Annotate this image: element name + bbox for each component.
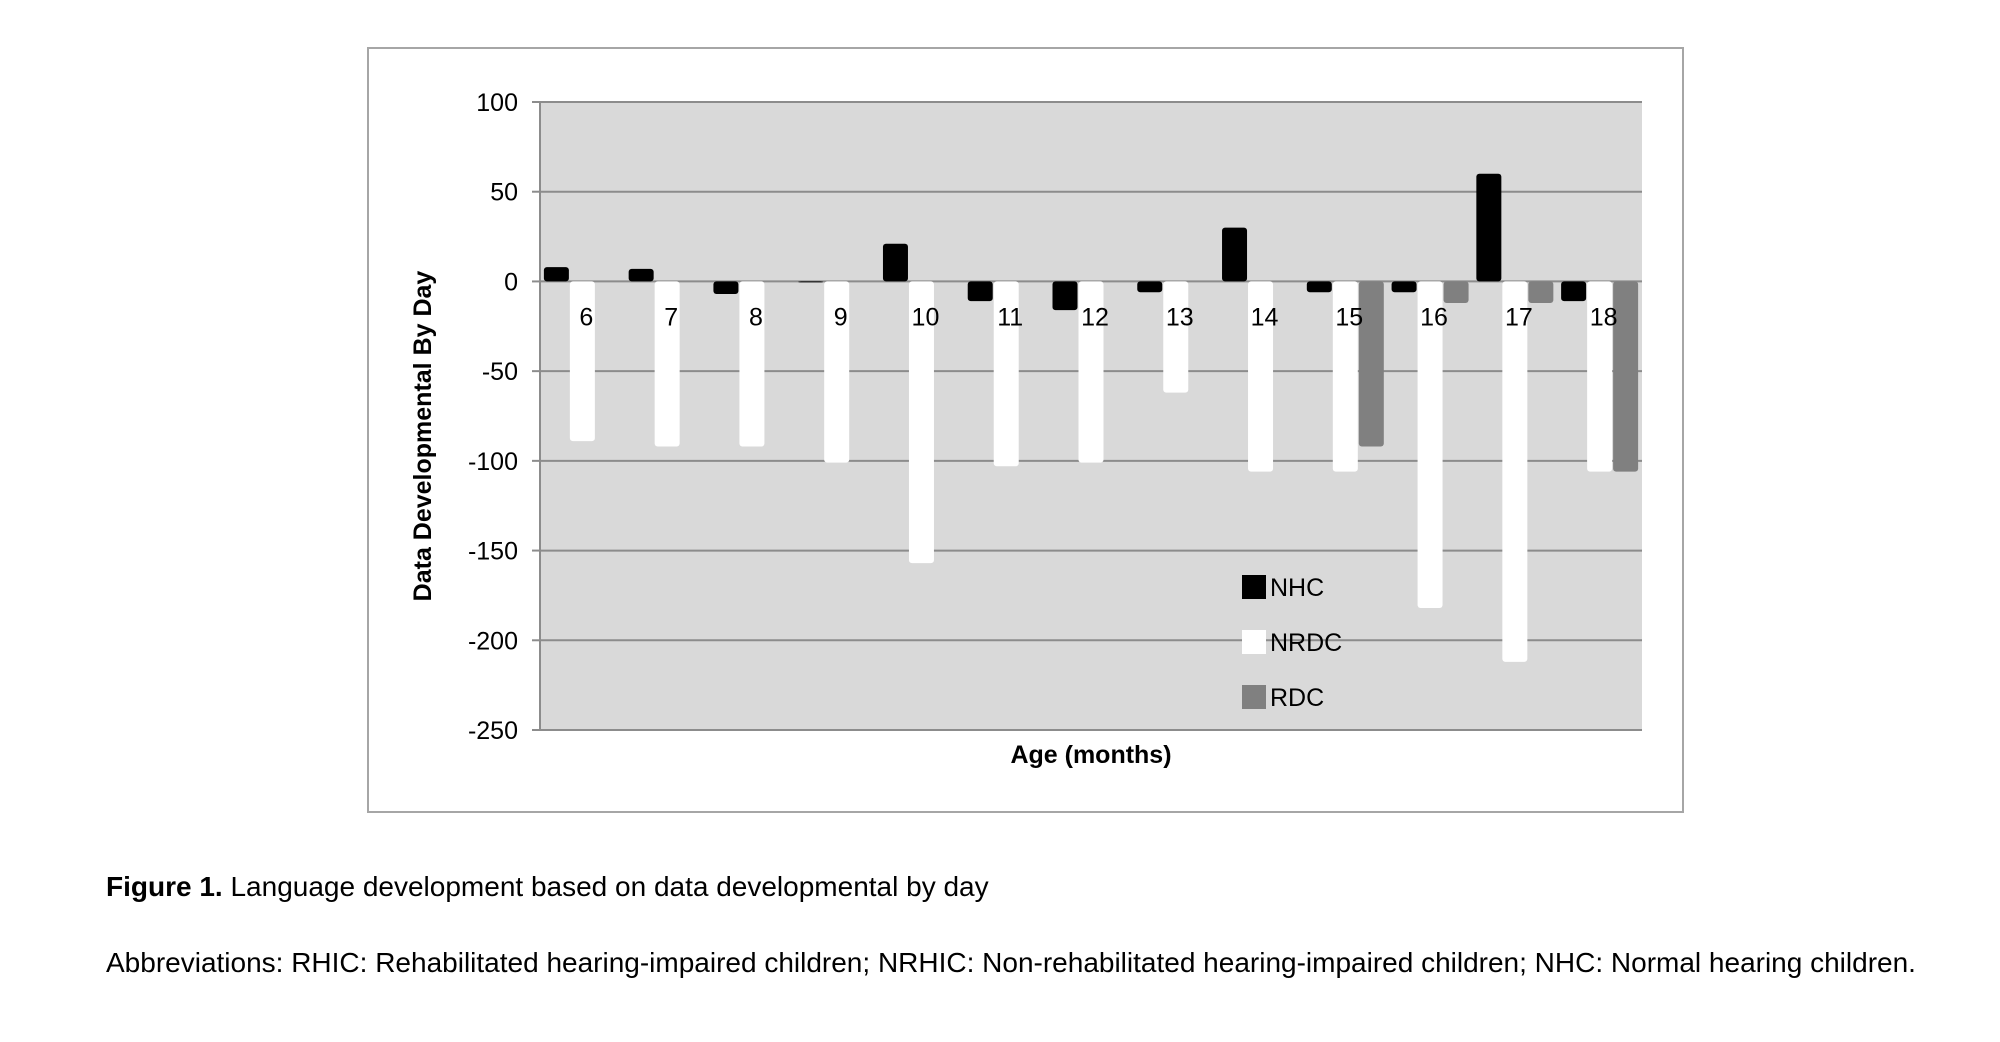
bar-nrdc-13 [1163,281,1189,393]
figure-caption-lead: Figure 1. [106,871,223,902]
y-tick-label: -250 [468,717,518,745]
bar-nhc-17 [1476,173,1502,282]
x-tick-label: 11 [997,303,1023,331]
bar-chart: 100 50 0 -50 -100 -150 -200 -250 6 7 8 9 10 11 12 13 14… [409,89,1642,769]
y-tick-labels: 100 50 0 -50 -100 -150 -200 -250 [468,89,518,745]
x-tick-label: 13 [1166,303,1194,331]
y-tick-label: -100 [468,448,518,476]
x-tick-label: 12 [1081,303,1109,331]
legend-label-rdc: RDC [1270,684,1324,712]
x-tick-labels: 6 7 8 9 10 11 12 13 14 15 16 17 18 [579,303,1617,331]
chart-frame: 100 50 0 -50 -100 -150 -200 -250 6 7 8 9 10 11 12 13 14… [367,47,1684,813]
bar-nrdc-12 [1078,281,1104,463]
x-tick-label: 10 [912,303,940,331]
x-tick-label: 9 [834,303,848,331]
bar-nhc-8 [713,281,739,294]
x-tick-label: 14 [1251,303,1279,331]
x-tick-label: 7 [664,303,678,331]
bar-nrdc-17 [1502,281,1528,662]
y-tick-label: -50 [482,358,518,386]
x-tick-label: 6 [579,303,593,331]
bar-rdc-16 [1443,281,1469,303]
bar-nrdc-8 [739,281,765,447]
bar-nrdc-10 [908,281,934,564]
y-axis-title: Data Developmental By Day [409,271,437,602]
legend-swatch-nrdc [1242,630,1266,654]
y-tick-label: -200 [468,627,518,655]
bar-nhc-16 [1391,281,1417,293]
figure-caption: Figure 1. Language development based on … [106,868,989,906]
bar-nhc-15 [1306,281,1332,293]
bar-nhc-11 [967,281,993,302]
bar-nhc-9 [798,281,824,283]
bar-rdc-15 [1358,281,1384,447]
abbreviations-note: Abbreviations: RHIC: Rehabilitated heari… [106,947,1916,978]
bar-nhc-10 [882,243,908,282]
legend-label-nrdc: NRDC [1270,629,1342,657]
x-tick-label: 18 [1590,303,1618,331]
x-tick-label: 17 [1505,303,1533,331]
y-tick-label: 100 [476,89,518,117]
x-axis-title: Age (months) [1010,741,1171,769]
bar-nrdc-9 [824,281,850,463]
legend-label-nhc: NHC [1270,574,1324,602]
bar-nrdc-11 [993,281,1019,467]
bar-nrdc-15 [1332,281,1358,472]
bar-nhc-7 [628,268,654,282]
x-tick-label: 16 [1420,303,1448,331]
x-tick-label: 8 [749,303,763,331]
bar-nhc-12 [1052,281,1078,311]
legend: NHC NRDC RDC [1242,574,1342,712]
bar-rdc-18 [1613,281,1639,472]
bar-nrdc-14 [1248,281,1274,472]
bar-nrdc-16 [1417,281,1443,608]
y-tick-label: 0 [504,268,518,296]
bar-rdc-17 [1528,281,1554,303]
y-tick-label: 50 [490,179,518,207]
legend-swatch-nhc [1242,575,1266,599]
bar-nhc-13 [1137,281,1163,293]
bar-nrdc-6 [569,281,595,442]
legend-swatch-rdc [1242,685,1266,709]
y-tick-label: -150 [468,538,518,566]
bar-nhc-14 [1222,227,1248,282]
bar-nrdc-18 [1587,281,1613,472]
gridlines [532,101,1642,731]
bar-nhc-6 [543,267,569,282]
figure-caption-text: Language development based on data devel… [222,871,989,902]
bar-nhc-18 [1561,281,1587,302]
x-tick-label: 15 [1335,303,1363,331]
bar-nrdc-7 [654,281,680,447]
bars [543,173,1639,662]
